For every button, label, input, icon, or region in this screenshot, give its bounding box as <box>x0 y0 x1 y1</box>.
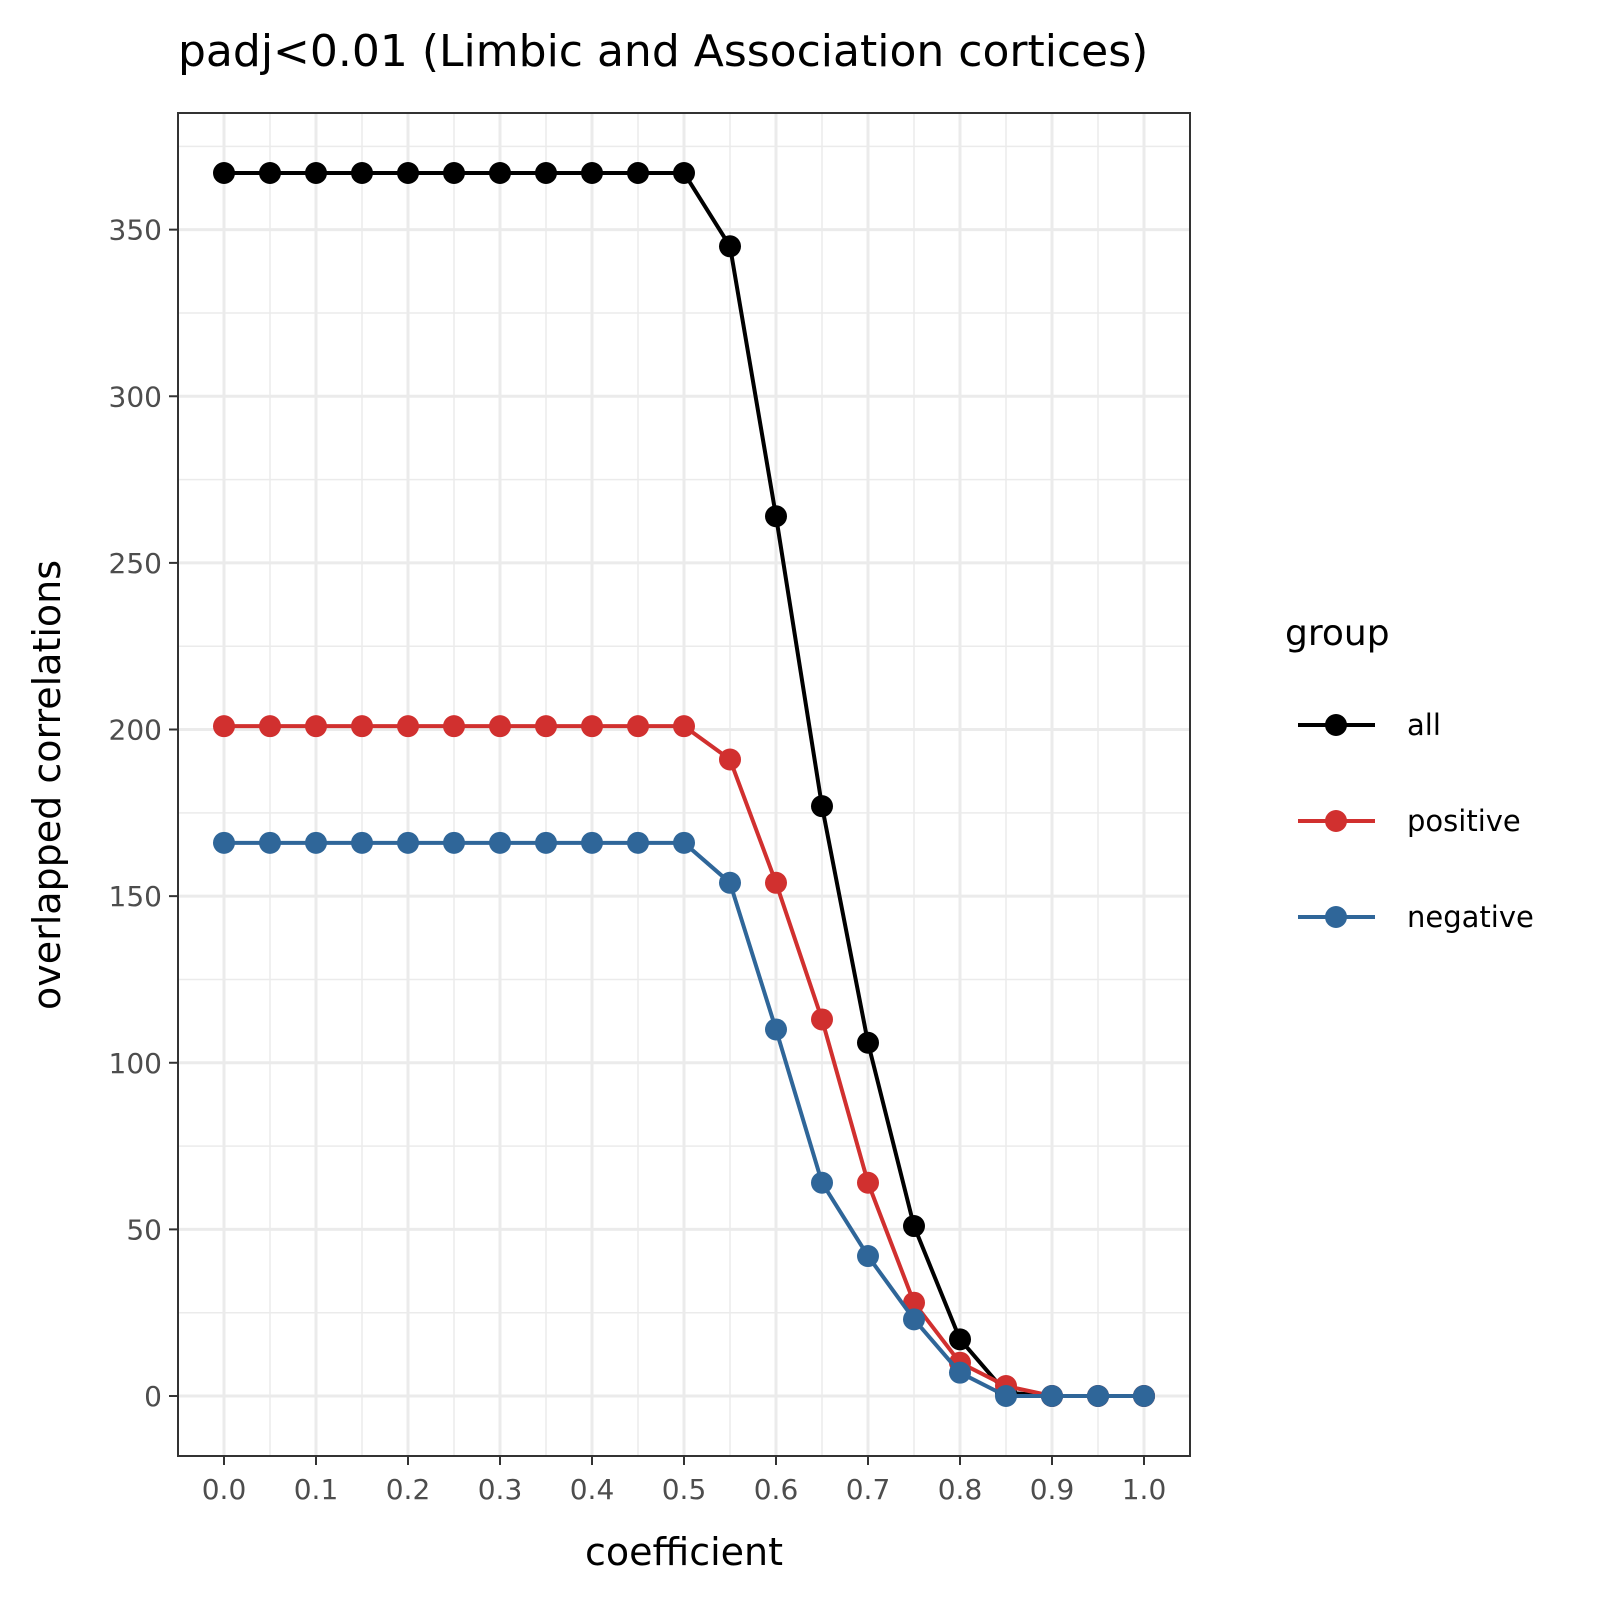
x-axis-label: coefficient <box>585 1530 783 1574</box>
x-tick-label: 0.9 <box>1030 1473 1075 1506</box>
data-point-positive <box>857 1171 879 1194</box>
data-point-negative <box>1133 1385 1155 1408</box>
data-point-positive <box>489 715 511 738</box>
data-point-positive <box>213 715 235 738</box>
data-point-all <box>259 161 281 184</box>
legend-title: group <box>1285 613 1390 654</box>
legend-label-negative: negative <box>1407 900 1534 934</box>
x-tick-label: 1.0 <box>1122 1473 1167 1506</box>
data-point-all <box>305 161 327 184</box>
axes: 0.0 0.1 0.2 0.3 0.4 0.5 0.6 0.7 0.8 0.9 1.0 0 50 100 1… <box>109 214 1167 1506</box>
x-tick-label: 0.0 <box>202 1473 247 1506</box>
data-point-negative <box>489 831 511 854</box>
data-point-all <box>673 161 695 184</box>
data-point-negative <box>581 831 603 854</box>
data-point-positive <box>535 715 557 738</box>
data-point-positive <box>351 715 373 738</box>
data-point-all <box>535 161 557 184</box>
y-tick-label: 350 <box>109 214 162 247</box>
data-point-positive <box>305 715 327 738</box>
data-point-positive <box>673 715 695 738</box>
x-tick-label: 0.4 <box>570 1473 615 1506</box>
y-axis-label: overlapped correlations <box>25 560 69 1010</box>
x-tick-label: 0.2 <box>386 1473 431 1506</box>
data-point-positive <box>627 715 649 738</box>
data-point-all <box>213 161 235 184</box>
y-tick-label: 250 <box>109 547 162 580</box>
data-point-negative <box>903 1308 925 1331</box>
data-point-all <box>397 161 419 184</box>
x-tick-label: 0.8 <box>938 1473 983 1506</box>
data-point-positive <box>443 715 465 738</box>
data-point-negative <box>949 1361 971 1384</box>
data-point-all <box>903 1215 925 1238</box>
data-point-negative <box>1087 1385 1109 1408</box>
x-tick-label: 0.1 <box>294 1473 339 1506</box>
y-tick-label: 300 <box>109 380 162 413</box>
data-point-negative <box>351 831 373 854</box>
data-point-all <box>811 795 833 818</box>
x-tick-label: 0.7 <box>846 1473 891 1506</box>
y-tick-label: 200 <box>109 714 162 747</box>
y-tick-label: 50 <box>126 1213 162 1246</box>
legend-key-point-positive <box>1325 810 1347 832</box>
data-point-all <box>489 161 511 184</box>
data-point-positive <box>397 715 419 738</box>
legend-label-all: all <box>1407 708 1441 742</box>
data-point-negative <box>765 1018 787 1041</box>
legend-key-point-negative <box>1325 906 1347 928</box>
data-point-positive <box>719 748 741 771</box>
legend-items: all positive negative <box>1298 708 1534 934</box>
data-point-all <box>581 161 603 184</box>
data-point-negative <box>213 831 235 854</box>
data-point-positive <box>811 1008 833 1031</box>
grid <box>178 113 1190 1456</box>
data-point-all <box>627 161 649 184</box>
x-tick-label: 0.6 <box>754 1473 799 1506</box>
data-point-negative <box>259 831 281 854</box>
data-point-positive <box>259 715 281 738</box>
data-point-all <box>949 1328 971 1351</box>
data-point-negative <box>397 831 419 854</box>
data-point-negative <box>443 831 465 854</box>
data-point-negative <box>857 1245 879 1268</box>
data-point-positive <box>765 871 787 894</box>
legend-label-positive: positive <box>1407 804 1521 838</box>
chart-title: padj<0.01 (Limbic and Association cortic… <box>178 26 1148 77</box>
y-tick-label: 100 <box>109 1047 162 1080</box>
data-point-negative <box>305 831 327 854</box>
series-layer <box>213 161 1155 1408</box>
data-point-negative <box>1041 1385 1063 1408</box>
x-tick-label: 0.3 <box>478 1473 523 1506</box>
data-point-all <box>351 161 373 184</box>
y-tick-label: 0 <box>144 1380 162 1413</box>
data-point-all <box>443 161 465 184</box>
data-point-all <box>719 235 741 258</box>
data-point-positive <box>581 715 603 738</box>
data-point-negative <box>627 831 649 854</box>
data-point-all <box>857 1031 879 1054</box>
data-point-all <box>765 505 787 528</box>
x-tick-label: 0.5 <box>662 1473 707 1506</box>
data-point-negative <box>673 831 695 854</box>
data-point-negative <box>811 1171 833 1194</box>
data-point-negative <box>995 1385 1017 1408</box>
data-point-negative <box>719 871 741 894</box>
legend: group all positive negative <box>1285 613 1534 934</box>
data-point-positive <box>903 1291 925 1314</box>
y-tick-label: 150 <box>109 880 162 913</box>
data-point-negative <box>535 831 557 854</box>
legend-key-point-all <box>1325 714 1347 736</box>
